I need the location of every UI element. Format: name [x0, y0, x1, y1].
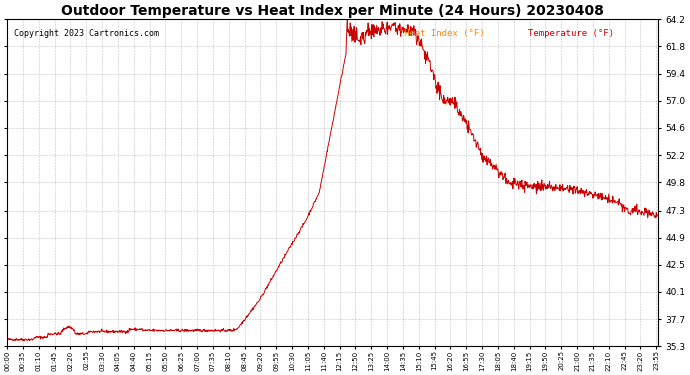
Text: Copyright 2023 Cartronics.com: Copyright 2023 Cartronics.com — [14, 29, 159, 38]
Text: Temperature (°F): Temperature (°F) — [528, 29, 614, 38]
Title: Outdoor Temperature vs Heat Index per Minute (24 Hours) 20230408: Outdoor Temperature vs Heat Index per Mi… — [61, 4, 604, 18]
Text: Heat Index (°F): Heat Index (°F) — [404, 29, 485, 38]
